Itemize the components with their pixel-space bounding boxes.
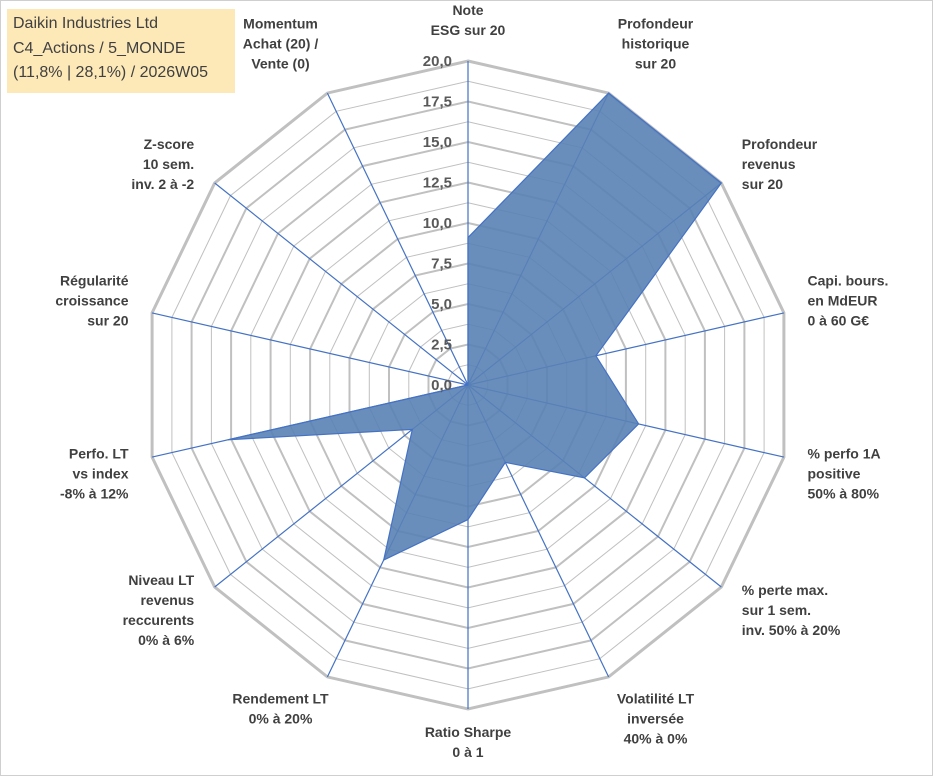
axis-label-line: inv. 2 à -2 [131, 176, 194, 192]
axis-spoke [214, 182, 469, 386]
axis-label-line: historique [622, 36, 690, 52]
axis-label-line: positive [808, 466, 861, 482]
axis-label-line: Régularité [60, 272, 129, 288]
title-stats: (11,8% | 28,1%) / 2026W05 [13, 64, 209, 81]
axis-label-line: Achat (20) / [243, 36, 319, 52]
axis-label-line: Perfo. LT [69, 446, 129, 462]
axis-label: Perfo. LT vs index -8% à 12% [60, 446, 129, 502]
radar-tick-labels: 0,0 2,5 5,0 7,5 10,0 12,5 15,0 17,5 20,0 [423, 53, 452, 394]
axis-label-line: Z-score [144, 136, 195, 152]
axis-label-line: Profondeur [742, 136, 818, 152]
axis-label-line: reccurents [123, 612, 195, 628]
axis-label-line: 0 à 60 G€ [808, 312, 870, 328]
axis-spoke [326, 92, 469, 386]
axis-label-line: sur 20 [742, 176, 783, 192]
axis-label-line: Volatilité LT [617, 690, 695, 706]
radar-axis-labels: Note ESG sur 20 Profondeur historique sur 20… [55, 2, 888, 760]
axis-label-line: revenus [742, 156, 796, 172]
title-category: C4_Actions / 5_MONDE [13, 39, 186, 57]
axis-label-line: Profondeur [618, 16, 694, 32]
title-company: Daikin Industries Ltd [13, 15, 158, 32]
axis-label: Profondeur historique sur 20 [618, 16, 694, 72]
axis-label-line: inv. 50% à 20% [742, 622, 841, 638]
axis-label-line: sur 20 [87, 312, 128, 328]
tick-label: 0,0 [431, 377, 452, 394]
axis-label: % perfo 1A positive 50% à 80% [808, 446, 881, 502]
axis-label-line: % perfo 1A [808, 446, 881, 462]
axis-label-line: en MdEUR [808, 292, 878, 308]
chart-title-box: Daikin Industries Ltd C4_Actions / 5_MON… [7, 9, 235, 93]
axis-label-line: 0% à 6% [138, 632, 195, 648]
tick-label: 20,0 [423, 53, 452, 70]
axis-label-line: % perte max. [742, 582, 828, 598]
axis-label: Niveau LT revenus reccurents 0% à 6% [123, 572, 195, 648]
axis-label: % perte max. sur 1 sem. inv. 50% à 20% [742, 582, 841, 638]
axis-label-line: inversée [627, 710, 684, 726]
axis-label: Z-score 10 sem. inv. 2 à -2 [131, 136, 194, 192]
tick-label: 17,5 [423, 94, 452, 111]
axis-label-line: Note [452, 2, 483, 18]
axis-label-line: Rendement LT [232, 690, 329, 706]
axis-label-line: sur 1 sem. [742, 602, 811, 618]
axis-label-line: 10 sem. [143, 156, 194, 172]
axis-label-line: Ratio Sharpe [425, 724, 512, 740]
axis-label-line: 40% à 0% [624, 730, 688, 746]
axis-label: Volatilité LT inversée 40% à 0% [617, 690, 695, 746]
axis-label: Profondeur revenus sur 20 [742, 136, 818, 192]
axis-label: Régularité croissance sur 20 [55, 272, 128, 328]
axis-label: Rendement LT 0% à 20% [232, 690, 329, 726]
axis-label-line: Niveau LT [128, 572, 194, 588]
axis-label-line: revenus [140, 592, 194, 608]
axis-label-line: sur 20 [635, 56, 676, 72]
axis-label-line: 50% à 80% [808, 486, 880, 502]
tick-label: 5,0 [431, 296, 452, 313]
tick-label: 15,0 [423, 134, 452, 151]
axis-label-line: ESG sur 20 [431, 22, 506, 38]
axis-label: Ratio Sharpe 0 à 1 [425, 724, 512, 760]
axis-label-line: vs index [72, 466, 128, 482]
axis-label-line: croissance [55, 292, 128, 308]
radar-series [227, 92, 723, 562]
axis-spoke [151, 312, 469, 386]
axis-label-line: Capi. bours. [808, 272, 889, 288]
axis-label: Momentum Achat (20) / Vente (0) [243, 16, 319, 72]
tick-label: 10,0 [423, 215, 452, 232]
tick-label: 2,5 [431, 337, 452, 354]
axis-label-line: -8% à 12% [60, 486, 129, 502]
tick-label: 12,5 [423, 175, 452, 192]
series-area [227, 92, 723, 562]
axis-label-line: 0 à 1 [452, 744, 483, 760]
axis-label-line: Vente (0) [251, 56, 309, 72]
axis-label: Capi. bours. en MdEUR 0 à 60 G€ [808, 272, 889, 328]
tick-label: 7,5 [431, 256, 452, 273]
axis-label-line: Momentum [243, 16, 318, 32]
axis-label: Note ESG sur 20 [431, 2, 506, 38]
axis-label-line: 0% à 20% [249, 710, 313, 726]
